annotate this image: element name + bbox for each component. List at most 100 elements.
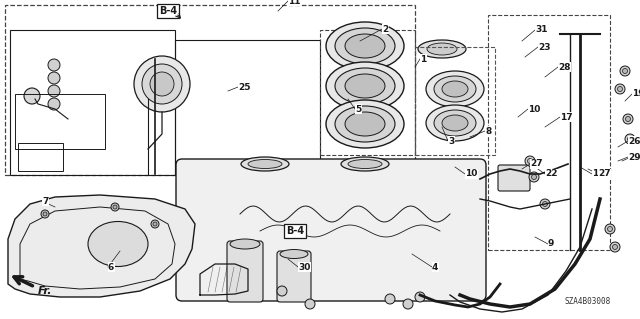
Ellipse shape xyxy=(348,160,382,168)
Ellipse shape xyxy=(88,221,148,266)
Ellipse shape xyxy=(434,110,476,136)
Text: 10: 10 xyxy=(592,169,604,179)
Text: 17: 17 xyxy=(560,113,573,122)
Text: 9: 9 xyxy=(548,240,554,249)
Ellipse shape xyxy=(345,34,385,58)
Circle shape xyxy=(623,114,633,124)
Circle shape xyxy=(615,84,625,94)
Circle shape xyxy=(540,199,550,209)
Bar xyxy=(175,40,320,175)
Ellipse shape xyxy=(418,40,466,58)
Circle shape xyxy=(43,212,47,216)
Circle shape xyxy=(627,137,632,142)
Ellipse shape xyxy=(335,28,395,64)
Bar xyxy=(5,5,415,175)
Circle shape xyxy=(134,56,190,112)
Ellipse shape xyxy=(345,112,385,136)
Circle shape xyxy=(48,72,60,84)
Text: Fr.: Fr. xyxy=(38,286,52,296)
Circle shape xyxy=(111,203,119,211)
Ellipse shape xyxy=(341,157,389,171)
Text: 10: 10 xyxy=(465,169,477,179)
Circle shape xyxy=(610,242,620,252)
Circle shape xyxy=(153,222,157,226)
Text: 11: 11 xyxy=(288,0,301,5)
Text: 16: 16 xyxy=(638,150,640,159)
Circle shape xyxy=(605,224,615,234)
Ellipse shape xyxy=(280,249,308,258)
Text: 5: 5 xyxy=(355,105,361,114)
FancyBboxPatch shape xyxy=(227,241,263,302)
Bar xyxy=(488,15,610,250)
Bar xyxy=(10,30,175,175)
Circle shape xyxy=(150,72,174,96)
Ellipse shape xyxy=(442,81,468,97)
Circle shape xyxy=(618,86,623,92)
Circle shape xyxy=(385,294,395,304)
Ellipse shape xyxy=(230,239,260,249)
Circle shape xyxy=(305,299,315,309)
Circle shape xyxy=(607,226,612,232)
Circle shape xyxy=(48,85,60,97)
FancyBboxPatch shape xyxy=(277,251,311,302)
Ellipse shape xyxy=(241,157,289,171)
Text: 28: 28 xyxy=(558,63,570,71)
Bar xyxy=(18,143,63,171)
Ellipse shape xyxy=(326,22,404,70)
Text: 26: 26 xyxy=(628,137,640,145)
Text: 4: 4 xyxy=(432,263,438,271)
Text: B-4: B-4 xyxy=(159,6,177,16)
Text: 27: 27 xyxy=(530,160,543,168)
Circle shape xyxy=(48,59,60,71)
Ellipse shape xyxy=(426,105,484,141)
Circle shape xyxy=(531,174,536,180)
Ellipse shape xyxy=(326,100,404,148)
Text: 31: 31 xyxy=(535,26,547,34)
Text: SZA4B03008: SZA4B03008 xyxy=(565,296,611,306)
Circle shape xyxy=(277,286,287,296)
Ellipse shape xyxy=(345,74,385,98)
Text: 30: 30 xyxy=(298,263,310,271)
Circle shape xyxy=(41,210,49,218)
Circle shape xyxy=(620,66,630,76)
Circle shape xyxy=(403,299,413,309)
Circle shape xyxy=(625,116,630,122)
Circle shape xyxy=(142,64,182,104)
Text: 8: 8 xyxy=(485,127,492,136)
Ellipse shape xyxy=(335,106,395,142)
Ellipse shape xyxy=(427,43,457,55)
Text: 25: 25 xyxy=(238,83,250,92)
Text: 6: 6 xyxy=(108,263,115,271)
Ellipse shape xyxy=(434,76,476,102)
Ellipse shape xyxy=(335,68,395,104)
FancyBboxPatch shape xyxy=(498,165,530,191)
Circle shape xyxy=(24,88,40,104)
FancyBboxPatch shape xyxy=(176,159,486,301)
Circle shape xyxy=(529,172,539,182)
Circle shape xyxy=(543,202,547,206)
Text: 2: 2 xyxy=(382,25,388,33)
Text: 23: 23 xyxy=(538,42,550,51)
Circle shape xyxy=(113,205,117,209)
Circle shape xyxy=(48,98,60,110)
Circle shape xyxy=(612,244,618,249)
Text: 10: 10 xyxy=(528,105,540,114)
Ellipse shape xyxy=(248,160,282,168)
Ellipse shape xyxy=(326,62,404,110)
Text: 22: 22 xyxy=(545,169,557,179)
Bar xyxy=(320,30,415,155)
Bar xyxy=(415,47,495,155)
Circle shape xyxy=(525,156,535,166)
Text: 19: 19 xyxy=(632,90,640,99)
Text: 7: 7 xyxy=(42,197,49,205)
Text: B-4: B-4 xyxy=(286,226,304,236)
Bar xyxy=(15,94,105,149)
Circle shape xyxy=(527,159,532,164)
Ellipse shape xyxy=(426,71,484,107)
Text: 1: 1 xyxy=(420,55,426,63)
Polygon shape xyxy=(8,195,195,297)
Text: 3: 3 xyxy=(448,137,454,145)
Circle shape xyxy=(623,69,627,73)
Circle shape xyxy=(151,220,159,228)
Circle shape xyxy=(625,134,635,144)
